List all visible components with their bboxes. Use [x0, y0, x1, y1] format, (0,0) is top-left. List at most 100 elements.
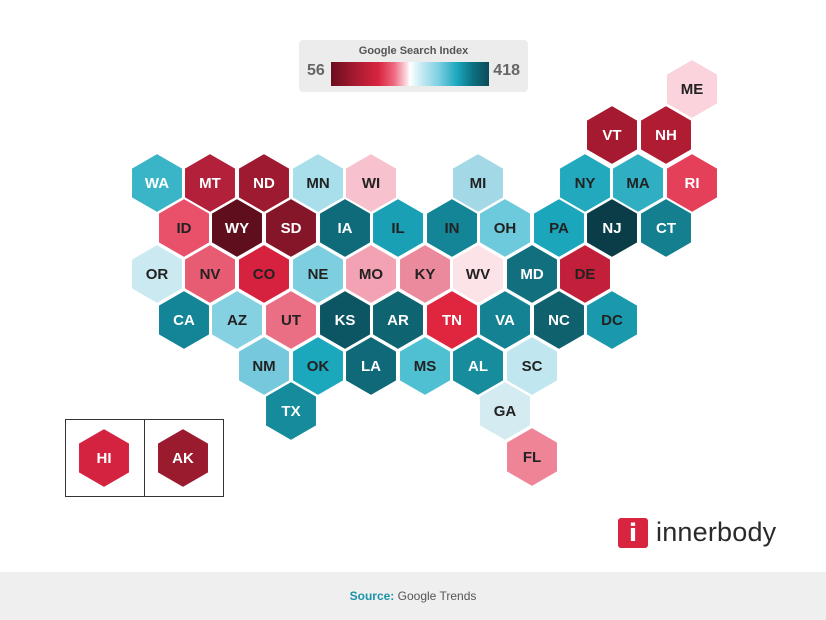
state-label: HI — [97, 450, 112, 467]
hex-shape — [585, 103, 639, 167]
state-hex-az: AZ — [210, 288, 264, 352]
state-hex-nv: NV — [183, 242, 237, 306]
state-label: OH — [494, 220, 517, 237]
state-hex-ms: MS — [398, 334, 452, 398]
state-label: VT — [602, 127, 621, 144]
state-label: CT — [656, 220, 676, 237]
state-label: KY — [415, 266, 436, 283]
state-hex-nm: NM — [237, 334, 291, 398]
state-hex-wa: WA — [130, 151, 184, 215]
hex-shape — [210, 288, 264, 352]
alaska-inset-box — [144, 419, 224, 497]
hex-tile-map: ME VT NH WA MT ND MN WI MI NY MA RI ID WY SD IA IL IN OH PA… — [77, 57, 719, 490]
state-label: VA — [495, 312, 515, 329]
state-label: AR — [387, 312, 409, 329]
state-label: ME — [681, 81, 704, 98]
hex-shape — [639, 103, 693, 167]
state-label: WI — [362, 175, 380, 192]
state-hex-ny: NY — [558, 151, 612, 215]
hex-shape — [291, 334, 345, 398]
state-hex-ut: UT — [264, 288, 318, 352]
state-label: DE — [575, 266, 596, 283]
hex-shape — [291, 242, 345, 306]
state-label: DC — [601, 312, 623, 329]
state-hex-co: CO — [237, 242, 291, 306]
state-label: MS — [414, 358, 437, 375]
state-label: FL — [523, 449, 541, 466]
state-hex-nd: ND — [237, 151, 291, 215]
state-hex-hi: HI — [77, 426, 131, 490]
hex-shape — [585, 196, 639, 260]
hex-shape — [478, 379, 532, 443]
state-label: WY — [225, 220, 249, 237]
logo-text: innerbody — [656, 517, 777, 547]
source-value: Google Trends — [397, 589, 477, 603]
state-label: NC — [548, 312, 570, 329]
source-footer: Source: Google Trends — [0, 572, 826, 620]
hex-shape — [130, 242, 184, 306]
state-label: IA — [338, 220, 353, 237]
state-hex-ky: KY — [398, 242, 452, 306]
state-hex-pa: PA — [532, 196, 586, 260]
state-label: OR — [146, 266, 169, 283]
state-hex-al: AL — [451, 334, 505, 398]
hex-shape — [264, 379, 318, 443]
state-label: IL — [391, 220, 404, 237]
hex-shape — [505, 334, 559, 398]
state-hex-vt: VT — [585, 103, 639, 167]
hex-shape — [398, 334, 452, 398]
hex-shape — [478, 288, 532, 352]
legend-title: Google Search Index — [358, 45, 469, 57]
state-label: RI — [685, 175, 700, 192]
state-hex-ok: OK — [291, 334, 345, 398]
state-hex-mi: MI — [451, 151, 505, 215]
hex-shape — [585, 288, 639, 352]
hex-shape — [505, 242, 559, 306]
legend-gradient-bar — [331, 62, 489, 86]
state-label: NV — [200, 266, 221, 283]
state-label: NY — [575, 175, 596, 192]
state-label: TN — [442, 312, 462, 329]
hex-shape — [130, 151, 184, 215]
state-label: NM — [252, 358, 275, 375]
logo-mark-icon: i — [618, 517, 648, 548]
hex-shape — [156, 426, 210, 490]
source-label: Source: — [349, 589, 395, 603]
hex-shape — [398, 242, 452, 306]
hex-shape — [264, 196, 318, 260]
state-label: SC — [522, 358, 543, 375]
state-label: KS — [335, 312, 356, 329]
state-label: UT — [281, 312, 301, 329]
state-hex-nh: NH — [639, 103, 693, 167]
state-hex-la: LA — [344, 334, 398, 398]
state-label: MI — [470, 175, 487, 192]
state-label: LA — [361, 358, 381, 375]
state-label: CO — [253, 266, 276, 283]
hex-shape — [505, 425, 559, 489]
state-label: SD — [281, 220, 302, 237]
color-legend: Google Search Index 56 418 — [299, 40, 528, 92]
state-label: MA — [626, 175, 649, 192]
state-hex-ar: AR — [371, 288, 425, 352]
state-label: TX — [281, 403, 300, 420]
state-label: AK — [172, 450, 194, 467]
hex-shape — [639, 196, 693, 260]
legend-max-value: 418 — [493, 62, 520, 79]
hex-shape — [77, 426, 131, 490]
state-hex-fl: FL — [505, 425, 559, 489]
hex-shape — [210, 196, 264, 260]
state-hex-ct: CT — [639, 196, 693, 260]
state-hex-in: IN — [425, 196, 479, 260]
state-label: MD — [520, 266, 543, 283]
state-label: MT — [199, 175, 221, 192]
state-hex-mn: MN — [291, 151, 345, 215]
state-hex-ca: CA — [157, 288, 211, 352]
innerbody-logo: i innerbody — [618, 517, 776, 548]
state-label: NH — [655, 127, 677, 144]
state-hex-mt: MT — [183, 151, 237, 215]
state-label: AL — [468, 358, 488, 375]
state-label: MO — [359, 266, 383, 283]
hex-shape — [291, 151, 345, 215]
hex-shape — [532, 288, 586, 352]
state-label: CA — [173, 312, 195, 329]
